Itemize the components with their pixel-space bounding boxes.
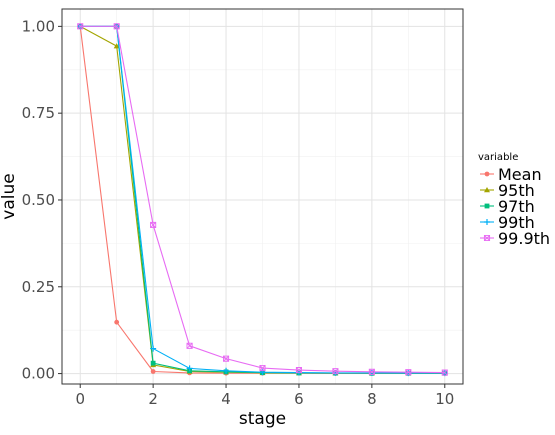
y-tick-label: 0.75 [22, 104, 55, 122]
legend-label: 99th [498, 213, 535, 232]
legend-label: 95th [498, 181, 535, 200]
legend-key-marker [484, 203, 490, 209]
legend-item-95th: 95th [480, 181, 535, 200]
y-tick-label: 1.00 [22, 17, 55, 35]
series-layer [77, 23, 448, 377]
data-point-99th [186, 365, 193, 372]
y-tick-label: 0.50 [22, 191, 55, 209]
data-point-99-9th [77, 23, 84, 30]
data-point-mean [150, 369, 156, 374]
data-point-99-9th [368, 368, 375, 375]
x-tick-label: 6 [294, 390, 304, 408]
data-point-99-9th [405, 369, 412, 376]
y-axis-title: value [0, 173, 19, 219]
y-tick-label: 0.00 [22, 365, 55, 383]
legend-key-marker [484, 171, 490, 177]
y-tick-label: 0.25 [22, 278, 55, 296]
data-point-99-9th [222, 355, 230, 362]
legend-label: Mean [498, 165, 542, 184]
series-99-9th [77, 23, 448, 376]
x-tick-label: 4 [221, 390, 231, 408]
data-point-99th [150, 345, 157, 352]
grid [62, 9, 463, 384]
data-point-99-9th [441, 369, 448, 376]
data-point-99-9th [259, 364, 266, 372]
x-tick-label: 10 [435, 390, 454, 408]
legend-item-99th: 99th [480, 213, 535, 232]
legend-item-99-9th: 99.9th [480, 229, 550, 248]
data-point-99-9th [332, 368, 339, 375]
axis-ticks: 0 2 4 6 8 10 0.00 0.25 0.50 0.75 1.00 [22, 17, 455, 408]
data-point-95th [113, 43, 120, 49]
data-point-99-9th [113, 23, 120, 30]
x-tick-label: 8 [367, 390, 377, 408]
legend-key-marker [484, 219, 490, 225]
data-point-99-9th [186, 342, 193, 349]
plot-panel-border [61, 8, 464, 385]
data-point-mean [114, 319, 120, 325]
legend-label: 97th [498, 197, 535, 216]
legend-key-marker [483, 234, 491, 242]
data-point-97th [150, 360, 156, 366]
data-point-99-9th [295, 367, 303, 374]
x-tick-label: 0 [75, 390, 85, 408]
x-axis-title: stage [239, 409, 286, 429]
data-point-99-9th [150, 221, 157, 229]
legend-title: variable [478, 152, 518, 163]
legend-key-marker [484, 187, 490, 193]
legend-item-97th: 97th [480, 197, 535, 216]
data-point-99th [223, 367, 230, 374]
legend-label: 99.9th [498, 229, 550, 248]
x-tick-label: 2 [148, 390, 158, 408]
legend-item-mean: Mean [480, 165, 542, 184]
